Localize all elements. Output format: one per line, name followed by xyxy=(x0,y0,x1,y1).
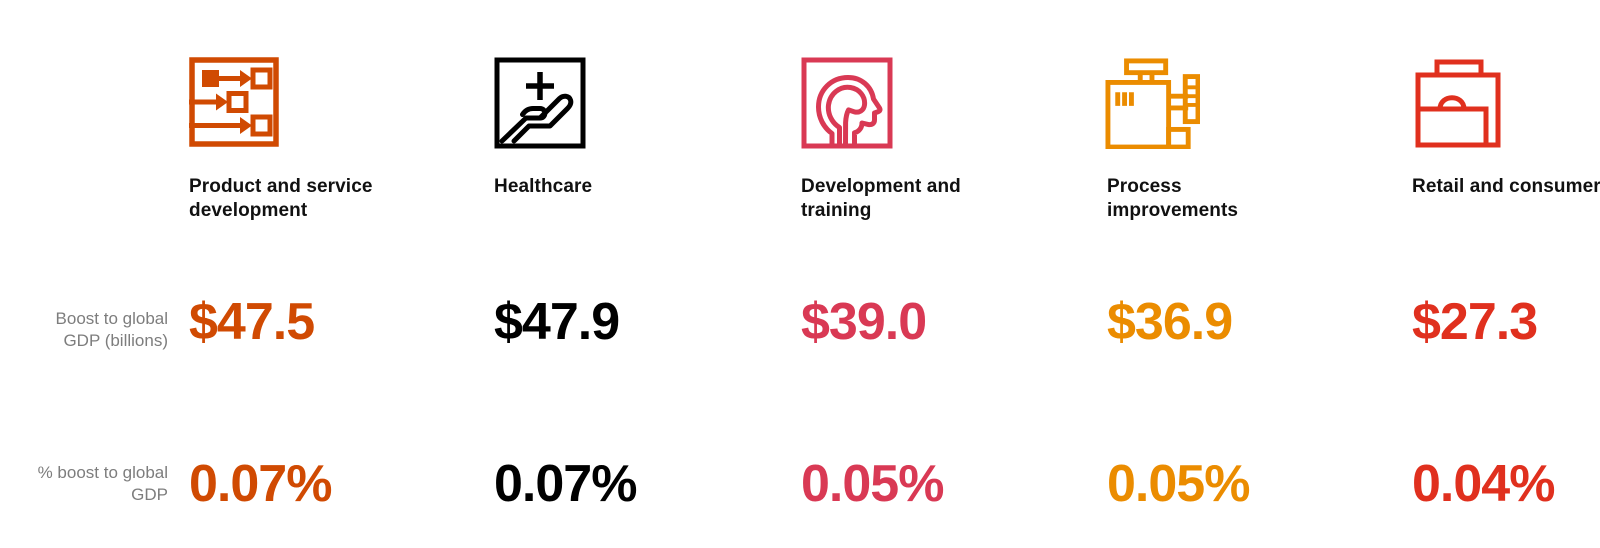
healthcare-hand-icon xyxy=(494,57,586,149)
category-column-retail-consumer: Retail and consumer $27.3 0.04% xyxy=(1412,0,1600,548)
row-header-gdp-line2: GDP (billions) xyxy=(63,331,168,350)
gdp-boost-value: $39.0 xyxy=(801,293,927,351)
pct-boost-value: 0.05% xyxy=(801,455,944,513)
category-column-development-training: Development and training $39.0 0.05% xyxy=(801,0,1111,548)
workflow-icon xyxy=(189,57,279,149)
category-label: Retail and consumer xyxy=(1412,176,1600,197)
machine-gear-icon xyxy=(1102,57,1200,149)
category-column-product-service: Product and service development $47.5 0.… xyxy=(189,0,499,548)
category-column-healthcare: Healthcare $47.9 0.07% xyxy=(494,0,804,548)
pct-boost-value: 0.05% xyxy=(1107,455,1250,513)
pct-boost-value: 0.07% xyxy=(494,455,637,513)
category-label: Development and training xyxy=(801,176,961,221)
gdp-boost-value: $47.9 xyxy=(494,293,620,351)
category-label: Process improvements xyxy=(1107,176,1239,221)
gdp-boost-value: $36.9 xyxy=(1107,293,1233,351)
row-header-gdp-boost: Boost to global GDP (billions) xyxy=(0,308,168,352)
briefcase-icon xyxy=(1412,57,1504,149)
row-header-gdp-line1: Boost to global xyxy=(55,309,168,328)
head-brain-icon xyxy=(801,57,893,149)
gdp-boost-value: $27.3 xyxy=(1412,293,1538,351)
row-header-pct-line1: % boost to global xyxy=(37,463,168,482)
category-column-process-improvements: Process improvements $36.9 0.05% xyxy=(1105,0,1417,548)
pct-boost-value: 0.04% xyxy=(1412,455,1555,513)
category-label: Product and service development xyxy=(189,176,373,221)
row-header-pct-line2: GDP xyxy=(131,485,168,504)
category-label: Healthcare xyxy=(494,176,593,197)
pct-boost-value: 0.07% xyxy=(189,455,332,513)
gdp-boost-value: $47.5 xyxy=(189,293,315,351)
row-header-pct-boost: % boost to global GDP xyxy=(0,462,168,506)
